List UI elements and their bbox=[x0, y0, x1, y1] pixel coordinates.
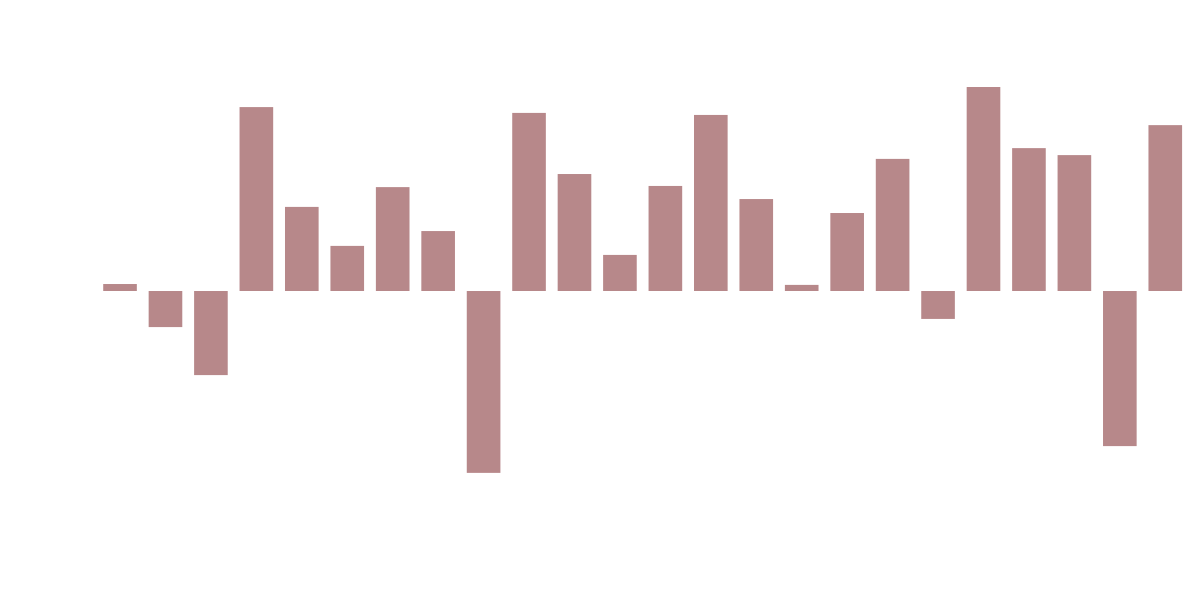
bar bbox=[603, 254, 637, 291]
bar bbox=[784, 284, 819, 291]
bar bbox=[966, 87, 1001, 291]
bar bbox=[466, 291, 501, 473]
bar bbox=[239, 107, 274, 291]
bar bbox=[284, 206, 319, 291]
bar bbox=[512, 112, 546, 292]
bar bbox=[921, 291, 955, 319]
bar bbox=[330, 245, 365, 291]
bar bbox=[1057, 155, 1092, 291]
bar bbox=[1012, 148, 1046, 291]
bar bbox=[148, 291, 183, 328]
bar bbox=[103, 284, 137, 291]
bar bbox=[375, 187, 410, 291]
bar bbox=[648, 185, 683, 291]
bar bbox=[830, 213, 864, 291]
bar bbox=[421, 231, 455, 291]
bar bbox=[1148, 125, 1183, 291]
bar bbox=[875, 158, 910, 291]
bar bbox=[194, 291, 228, 376]
bar bbox=[557, 174, 592, 291]
bar bbox=[694, 114, 728, 291]
bar bbox=[1103, 291, 1137, 447]
bar bbox=[739, 199, 774, 291]
